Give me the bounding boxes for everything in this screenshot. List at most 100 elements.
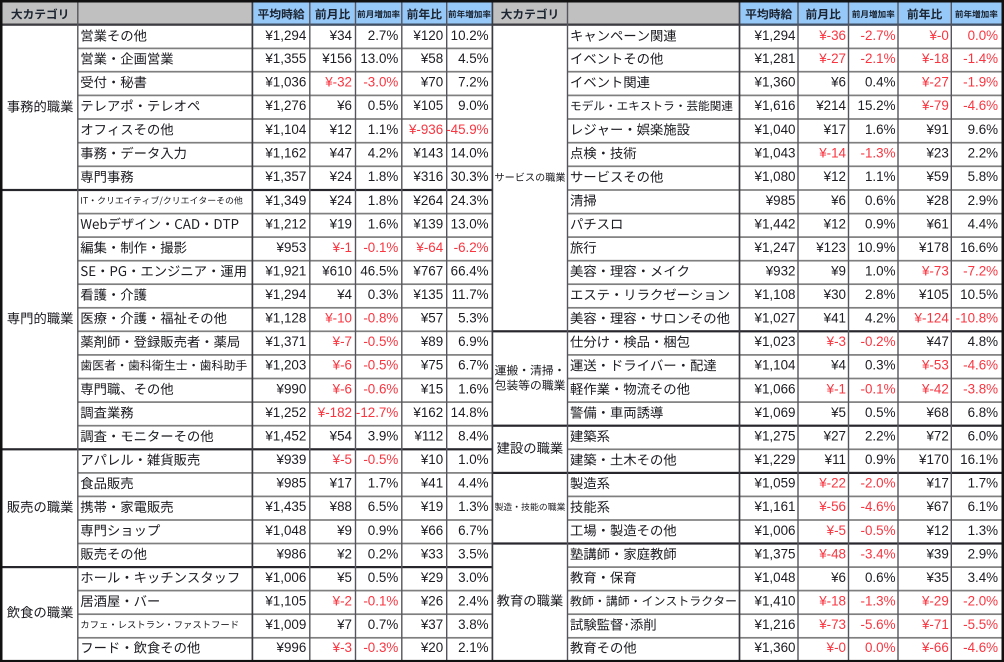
svg-text:¥1,203: ¥1,203 [264, 358, 306, 373]
svg-text:-0.5%: -0.5% [861, 523, 896, 538]
svg-text:¥1,108: ¥1,108 [754, 287, 796, 302]
svg-text:¥37: ¥37 [420, 617, 443, 632]
svg-text:15.2%: 15.2% [858, 98, 896, 113]
svg-text:-0.1%: -0.1% [363, 240, 398, 255]
svg-text:¥5: ¥5 [336, 570, 352, 585]
svg-text:¥932: ¥932 [765, 263, 796, 278]
svg-text:0.2%: 0.2% [368, 546, 399, 561]
svg-text:13.0%: 13.0% [360, 51, 398, 66]
svg-text:¥61: ¥61 [925, 216, 948, 231]
svg-text:¥1,069: ¥1,069 [754, 405, 796, 420]
svg-text:¥996: ¥996 [276, 640, 307, 655]
svg-text:-4.6%: -4.6% [963, 98, 998, 113]
svg-text:¥1,349: ¥1,349 [264, 193, 306, 208]
svg-text:5.3%: 5.3% [458, 311, 489, 326]
svg-text:¥986: ¥986 [276, 546, 307, 561]
svg-text:2.9%: 2.9% [968, 546, 999, 561]
svg-text:¥-6: ¥-6 [332, 358, 352, 373]
svg-text:1.1%: 1.1% [368, 122, 399, 137]
svg-text:¥767: ¥767 [412, 263, 443, 278]
svg-text:¥1,009: ¥1,009 [264, 617, 306, 632]
svg-text:13.0%: 13.0% [451, 216, 489, 231]
svg-text:1.7%: 1.7% [368, 476, 399, 491]
svg-text:6.7%: 6.7% [458, 523, 489, 538]
svg-text:¥985: ¥985 [276, 476, 307, 491]
svg-text:¥1,161: ¥1,161 [754, 499, 796, 514]
svg-text:¥88: ¥88 [329, 499, 352, 514]
svg-text:¥-32: ¥-32 [324, 75, 352, 90]
svg-text:¥1,616: ¥1,616 [754, 98, 796, 113]
svg-text:-0.6%: -0.6% [363, 381, 398, 396]
svg-text:¥112: ¥112 [413, 429, 443, 444]
svg-text:¥1,036: ¥1,036 [264, 75, 306, 90]
svg-text:-0.3%: -0.3% [363, 640, 398, 655]
svg-text:6.5%: 6.5% [368, 499, 399, 514]
svg-text:¥-0: ¥-0 [826, 640, 846, 655]
svg-text:3.9%: 3.9% [368, 429, 399, 444]
svg-text:8.4%: 8.4% [458, 429, 489, 444]
svg-text:¥75: ¥75 [420, 358, 443, 373]
svg-text:3.4%: 3.4% [968, 570, 999, 585]
svg-text:¥1,275: ¥1,275 [754, 429, 796, 444]
svg-text:¥1,294: ¥1,294 [754, 28, 797, 43]
svg-text:¥33: ¥33 [420, 546, 443, 561]
svg-text:¥1,229: ¥1,229 [754, 452, 796, 467]
svg-text:14.0%: 14.0% [451, 146, 489, 161]
svg-text:¥1,294: ¥1,294 [264, 287, 307, 302]
svg-text:-4.6%: -4.6% [963, 640, 998, 655]
svg-text:¥1,281: ¥1,281 [754, 51, 796, 66]
svg-text:¥105: ¥105 [918, 287, 949, 302]
svg-text:¥-22: ¥-22 [818, 476, 846, 491]
svg-text:¥1,027: ¥1,027 [754, 311, 796, 326]
svg-text:¥11: ¥11 [824, 452, 846, 467]
svg-text:-5.6%: -5.6% [861, 617, 896, 632]
svg-text:¥1,435: ¥1,435 [264, 499, 306, 514]
svg-text:¥156: ¥156 [321, 51, 352, 66]
svg-text:-1.3%: -1.3% [861, 146, 896, 161]
svg-text:¥17: ¥17 [329, 476, 352, 491]
svg-text:-3.8%: -3.8% [963, 381, 998, 396]
svg-text:-4.6%: -4.6% [861, 499, 896, 514]
svg-text:-2.0%: -2.0% [963, 593, 998, 608]
svg-text:¥985: ¥985 [765, 193, 796, 208]
svg-text:¥170: ¥170 [918, 452, 949, 467]
svg-text:¥-73: ¥-73 [921, 263, 949, 278]
svg-text:¥316: ¥316 [412, 169, 443, 184]
svg-text:¥6: ¥6 [830, 570, 846, 585]
svg-text:¥-3: ¥-3 [332, 640, 352, 655]
svg-text:¥6: ¥6 [830, 75, 846, 90]
svg-text:¥24: ¥24 [329, 193, 353, 208]
svg-text:¥-1: ¥-1 [826, 381, 846, 396]
svg-text:¥91: ¥91 [925, 122, 948, 137]
svg-text:¥28: ¥28 [925, 193, 948, 208]
svg-text:¥6: ¥6 [830, 193, 846, 208]
svg-text:¥-29: ¥-29 [921, 593, 949, 608]
svg-text:0.4%: 0.4% [865, 75, 896, 90]
svg-text:0.0%: 0.0% [865, 640, 896, 655]
svg-text:1.6%: 1.6% [865, 122, 896, 137]
svg-text:¥1,212: ¥1,212 [264, 216, 306, 231]
svg-text:¥23: ¥23 [925, 146, 948, 161]
svg-text:¥1,048: ¥1,048 [754, 570, 796, 585]
svg-text:¥26: ¥26 [420, 593, 443, 608]
svg-text:¥1,006: ¥1,006 [264, 570, 306, 585]
svg-text:¥105: ¥105 [412, 98, 443, 113]
svg-text:¥-53: ¥-53 [921, 358, 949, 373]
svg-text:0.7%: 0.7% [368, 617, 399, 632]
svg-text:¥1,247: ¥1,247 [754, 240, 796, 255]
svg-text:¥1,048: ¥1,048 [264, 523, 306, 538]
svg-text:-7.2%: -7.2% [963, 263, 998, 278]
svg-text:¥120: ¥120 [412, 28, 443, 43]
svg-text:¥135: ¥135 [412, 287, 443, 302]
svg-text:-1.4%: -1.4% [963, 51, 998, 66]
svg-text:11.7%: 11.7% [452, 287, 489, 302]
svg-text:0.9%: 0.9% [368, 523, 399, 538]
svg-text:0.6%: 0.6% [865, 570, 896, 585]
svg-text:¥-66: ¥-66 [921, 640, 949, 655]
svg-text:7.2%: 7.2% [458, 75, 489, 90]
svg-text:-2.7%: -2.7% [861, 28, 896, 43]
svg-text:-0.5%: -0.5% [363, 358, 398, 373]
svg-text:¥-64: ¥-64 [415, 240, 443, 255]
svg-text:¥12: ¥12 [823, 216, 846, 231]
svg-text:¥15: ¥15 [420, 381, 443, 396]
